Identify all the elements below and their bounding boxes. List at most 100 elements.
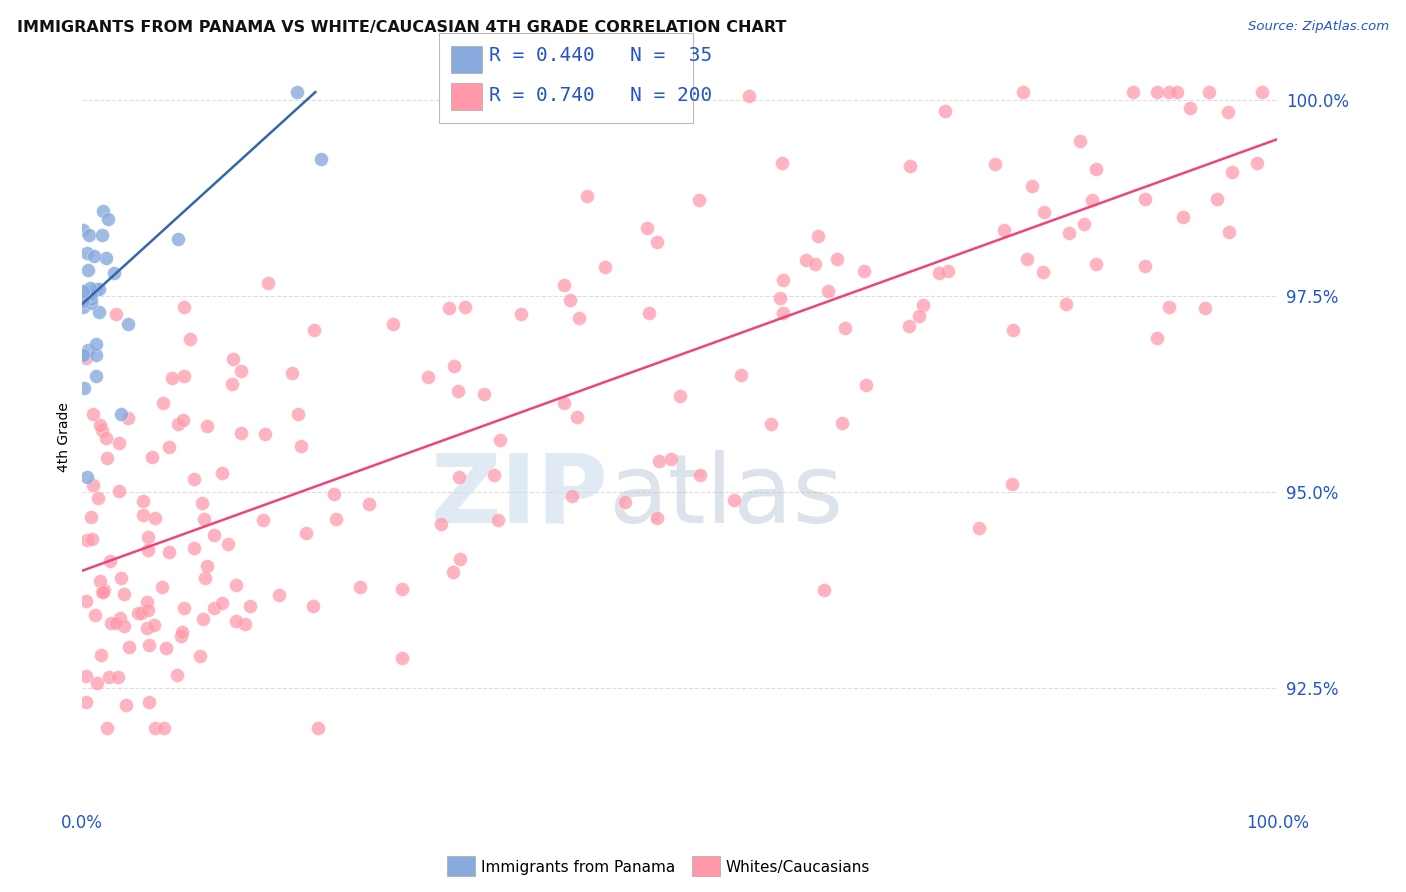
Text: IMMIGRANTS FROM PANAMA VS WHITE/CAUCASIAN 4TH GRADE CORRELATION CHART: IMMIGRANTS FROM PANAMA VS WHITE/CAUCASIA…: [17, 20, 786, 35]
Point: [391, 582, 413, 596]
Point: [87, 304, 110, 318]
Point: [173, 300, 195, 314]
Point: [82, 407, 104, 421]
Point: [1084, 257, 1107, 271]
Point: [898, 159, 921, 173]
Point: [772, 305, 794, 319]
Point: [100, 615, 122, 630]
Point: [108, 611, 131, 625]
Point: [84, 337, 107, 351]
Point: [202, 528, 225, 542]
Point: [290, 439, 312, 453]
Text: Source: ZipAtlas.com: Source: ZipAtlas.com: [1249, 20, 1389, 33]
Point: [897, 319, 920, 334]
Point: [834, 321, 856, 335]
Point: [105, 307, 128, 321]
Point: [1198, 85, 1220, 99]
Point: [614, 495, 637, 509]
Point: [235, 616, 257, 631]
Point: [90, 227, 112, 242]
Point: [239, 599, 262, 613]
Point: [79, 296, 101, 310]
Point: [82, 477, 104, 491]
Point: [83, 249, 105, 263]
Point: [127, 606, 149, 620]
Point: [107, 435, 129, 450]
Point: [730, 368, 752, 383]
Point: [1218, 225, 1240, 239]
Point: [325, 512, 347, 526]
Point: [117, 318, 139, 332]
Point: [75, 695, 97, 709]
Point: [553, 395, 575, 409]
Point: [86, 676, 108, 690]
Point: [191, 612, 214, 626]
Point: [84, 368, 107, 383]
Point: [486, 513, 509, 527]
Point: [136, 621, 159, 635]
Point: [107, 670, 129, 684]
Point: [93, 582, 115, 597]
Point: [166, 668, 188, 682]
Point: [160, 371, 183, 385]
Point: [647, 511, 669, 525]
Point: [183, 541, 205, 555]
Point: [195, 418, 218, 433]
Point: [302, 599, 325, 613]
Point: [77, 343, 100, 358]
Point: [75, 351, 97, 366]
Point: [1180, 101, 1202, 115]
Point: [443, 359, 465, 374]
Point: [382, 317, 405, 331]
Point: [1011, 85, 1033, 99]
Point: [73, 284, 96, 298]
Point: [80, 286, 103, 301]
Y-axis label: 4th Grade: 4th Grade: [58, 402, 72, 472]
Point: [112, 619, 135, 633]
Point: [152, 721, 174, 735]
Point: [76, 533, 98, 547]
Point: [136, 543, 159, 558]
Point: [179, 332, 201, 346]
Point: [439, 301, 461, 315]
Point: [1085, 161, 1108, 176]
Point: [91, 584, 114, 599]
Point: [107, 484, 129, 499]
Point: [287, 85, 309, 99]
Point: [115, 698, 138, 712]
Point: [225, 578, 247, 592]
Text: R = 0.440   N =  35: R = 0.440 N = 35: [489, 45, 713, 65]
Point: [1059, 226, 1081, 240]
Point: [645, 235, 668, 249]
Point: [1069, 134, 1091, 148]
Point: [1054, 297, 1077, 311]
Point: [761, 417, 783, 431]
Point: [912, 298, 935, 312]
Point: [72, 223, 94, 237]
Point: [86, 348, 108, 362]
Point: [447, 470, 470, 484]
Point: [72, 293, 94, 308]
Text: ZIP: ZIP: [430, 450, 609, 543]
Point: [769, 291, 792, 305]
Point: [817, 284, 839, 298]
Point: [91, 584, 114, 599]
Point: [1218, 105, 1240, 120]
Point: [1206, 193, 1229, 207]
Point: [84, 282, 107, 296]
Point: [129, 606, 152, 620]
Point: [482, 467, 505, 482]
Point: [825, 252, 848, 266]
Point: [311, 152, 333, 166]
Point: [204, 601, 226, 615]
Point: [141, 450, 163, 465]
Point: [173, 601, 195, 615]
Point: [173, 368, 195, 383]
Point: [1021, 178, 1043, 193]
Point: [447, 384, 470, 399]
Point: [1146, 85, 1168, 99]
Point: [136, 530, 159, 544]
Point: [229, 426, 252, 441]
Point: [1166, 85, 1188, 99]
Point: [194, 571, 217, 585]
